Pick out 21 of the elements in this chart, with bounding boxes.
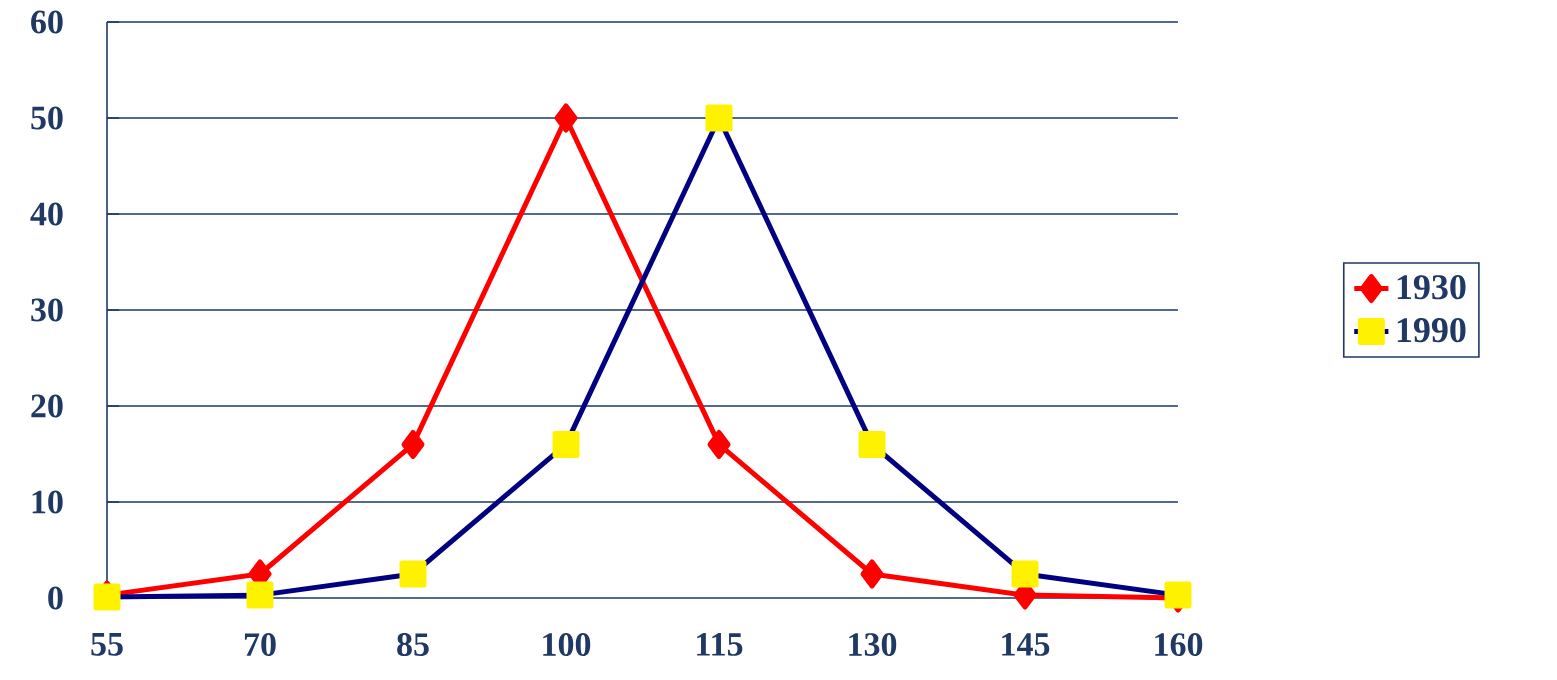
x-tick-label: 85 — [397, 633, 429, 657]
y-tick-label: 10 — [32, 490, 63, 514]
legend-label: 1930 — [1397, 275, 1466, 300]
y-tick-label: 0 — [48, 586, 63, 610]
x-tick-label: 100 — [543, 633, 591, 657]
y-tick-label: 20 — [31, 394, 63, 418]
x-tick-label: 115 — [697, 633, 743, 656]
y-tick-label: 30 — [31, 298, 63, 322]
x-tick-label: 130 — [849, 633, 897, 657]
y-tick-label: 50 — [31, 106, 63, 130]
x-tick-label: 160 — [1155, 633, 1203, 657]
x-tick-label: 145 — [1002, 633, 1050, 656]
x-tick-label: 55 — [91, 633, 123, 656]
y-tick-label: 40 — [30, 202, 63, 226]
point — [554, 103, 578, 133]
point — [707, 429, 731, 459]
y-tick-label: 60 — [31, 10, 63, 34]
legend-label: 1990 — [1397, 318, 1466, 343]
point — [860, 559, 884, 589]
point — [401, 429, 425, 459]
x-tick-label: 70 — [244, 633, 276, 657]
